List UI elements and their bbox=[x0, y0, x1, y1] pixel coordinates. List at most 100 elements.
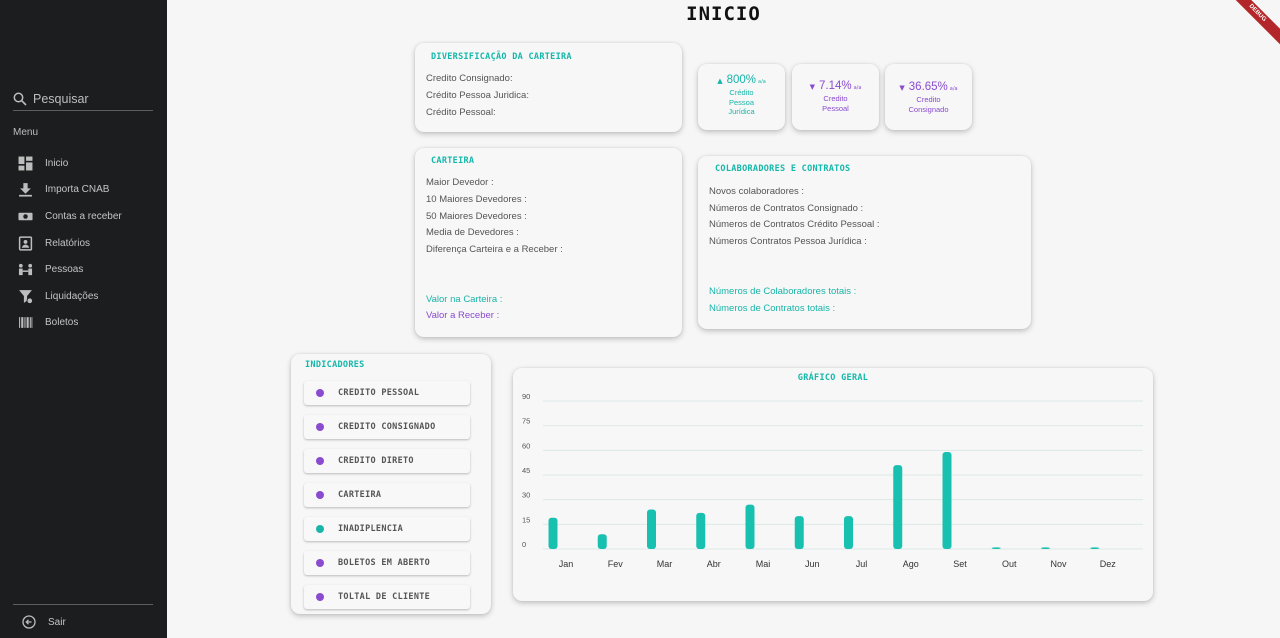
sidebar-item-label: Importa CNAB bbox=[45, 184, 110, 196]
bar-mar[interactable] bbox=[647, 509, 656, 549]
download-icon bbox=[19, 183, 32, 197]
indicator-credito-consignado[interactable]: CREDITO CONSIGNADO bbox=[304, 415, 470, 439]
bar-nov[interactable] bbox=[1041, 547, 1050, 549]
sidebar-item-label: Contas a receber bbox=[45, 210, 122, 222]
stat: ▼ 36.65% a/a Credito Consignado bbox=[885, 81, 972, 114]
carteira-line: 10 Maiores Devedores : bbox=[426, 194, 527, 205]
stat-value: 7.14% bbox=[818, 80, 852, 92]
diversificacao-card: DIVERSIFICAÇÃO DA CARTEIRA Credito Consi… bbox=[415, 43, 682, 132]
carteira-line: 50 Maiores Devedores : bbox=[426, 211, 527, 222]
indicator-dot-icon bbox=[316, 525, 324, 533]
x-tick-label: Mar bbox=[657, 559, 673, 569]
stat-label-line: Pessoa bbox=[728, 97, 755, 107]
stat-unit: a/a bbox=[949, 86, 958, 92]
x-tick-label: Out bbox=[1002, 559, 1017, 569]
sidebar-item-label: Relatórios bbox=[45, 237, 91, 249]
bar-dez[interactable] bbox=[1090, 547, 1100, 549]
stat-label-line: Crédito bbox=[729, 88, 754, 97]
report-icon bbox=[18, 235, 33, 251]
y-tick-label: 60 bbox=[522, 441, 530, 450]
x-tick-label: Mai bbox=[756, 559, 771, 569]
card-title: DIVERSIFICAÇÃO DA CARTEIRA bbox=[431, 52, 572, 62]
diversificacao-line: Crédito Pessoal: bbox=[426, 107, 496, 118]
carteira-line: Maior Devedor : bbox=[426, 177, 494, 188]
logout-button[interactable]: Sair bbox=[22, 615, 66, 629]
sidebar-item-inicio[interactable]: Inicio bbox=[18, 150, 122, 177]
indicator-label: INADIPLENCIA bbox=[338, 524, 404, 534]
indicator-label: CARTEIRA bbox=[338, 490, 382, 500]
stat-label-line: Credito bbox=[823, 94, 848, 103]
indicator-label: TOLTAL DE CLIENTE bbox=[338, 592, 431, 602]
sidebar-item-importa-cnab[interactable]: Importa CNAB bbox=[18, 177, 122, 204]
stat-card-credito-consignado: ▼ 36.65% a/a Credito Consignado bbox=[885, 64, 972, 130]
stat: ▲ 800% a/a Crédito Pessoa Jurídica bbox=[698, 74, 785, 117]
bar-jul[interactable] bbox=[844, 516, 853, 549]
bar-out[interactable] bbox=[991, 547, 1001, 549]
colaboradores-line: Números de Contratos Crédito Pessoal : bbox=[709, 219, 880, 230]
y-tick-label: 0 bbox=[522, 540, 526, 549]
carteira-line: Media de Devedores : bbox=[426, 227, 519, 238]
search-input[interactable] bbox=[33, 92, 143, 106]
stat-label-line: Credito bbox=[916, 95, 941, 104]
stat: ▼ 7.14% a/a Credito Pessoal bbox=[792, 80, 879, 113]
valor-receber: Valor a Receber : bbox=[426, 310, 500, 321]
x-tick-label: Jun bbox=[805, 559, 820, 569]
indicator-carteira[interactable]: CARTEIRA bbox=[304, 483, 470, 507]
indicator-dot-icon bbox=[316, 593, 324, 601]
stat-card-credito-pessoal: ▼ 7.14% a/a Credito Pessoal bbox=[792, 64, 879, 130]
stat-label: Credito Consignado bbox=[885, 95, 972, 114]
sidebar-item-label: Boletos bbox=[45, 317, 79, 329]
search-bar[interactable] bbox=[13, 88, 153, 111]
grafico-geral-card: GRÁFICO GERAL 0 15 30 45 60 75 90 Jan Fev Mar Abr M… bbox=[513, 368, 1153, 601]
indicator-credito-direto[interactable]: CREDITO DIRETO bbox=[304, 449, 470, 473]
indicator-dot-icon bbox=[316, 389, 324, 397]
total-contratos: Números de Contratos totais : bbox=[709, 303, 836, 314]
sidebar-item-pessoas[interactable]: Pessoas bbox=[18, 256, 122, 283]
carteira-line: Diferença Carteira e a Receber : bbox=[426, 244, 563, 255]
x-tick-label: Jul bbox=[856, 559, 868, 569]
colaboradores-line: Números de Contratos Consignado : bbox=[709, 203, 864, 214]
sidebar-item-contas-a-receber[interactable]: Contas a receber bbox=[18, 203, 122, 230]
bar-set[interactable] bbox=[942, 451, 952, 549]
card-title: INDICADORES bbox=[305, 360, 365, 370]
card-title: CARTEIRA bbox=[431, 156, 475, 166]
indicator-credito-pessoal[interactable]: CREDITO PESSOAL bbox=[304, 381, 470, 405]
bar-abr[interactable] bbox=[696, 512, 706, 549]
x-tick-label: Abr bbox=[707, 559, 721, 569]
indicator-inadiplencia[interactable]: INADIPLENCIA bbox=[304, 517, 470, 541]
stat-value: 800% bbox=[726, 74, 756, 86]
sidebar-item-relatorios[interactable]: Relatórios bbox=[18, 230, 122, 257]
bar-jun[interactable] bbox=[794, 516, 804, 549]
sidebar-item-label: Pessoas bbox=[45, 264, 84, 276]
stat-label: Crédito Pessoa Jurídica bbox=[698, 88, 785, 117]
indicator-dot-icon bbox=[316, 423, 324, 431]
x-tick-label: Ago bbox=[903, 559, 919, 569]
indicator-dot-icon bbox=[316, 457, 324, 465]
sidebar-item-boletos[interactable]: Boletos bbox=[18, 310, 122, 337]
x-tick-label: Dez bbox=[1100, 559, 1117, 569]
logout-label: Sair bbox=[48, 616, 66, 628]
x-tick-label: Jan bbox=[559, 559, 574, 569]
indicator-total-de-cliente[interactable]: TOLTAL DE CLIENTE bbox=[304, 585, 470, 609]
bar-chart: 0 15 30 45 60 75 90 Jan Fev Mar Abr Mai Jun Jul Ago Set… bbox=[522, 392, 1143, 569]
liquidation-icon bbox=[19, 289, 33, 304]
bar-jan[interactable] bbox=[548, 517, 558, 549]
money-icon bbox=[18, 212, 33, 221]
sidebar-item-label: Inicio bbox=[45, 157, 69, 169]
diversificacao-line: Crédito Pessoa Juridica: bbox=[426, 90, 529, 101]
stat-label-line: Pessoal bbox=[822, 103, 849, 113]
bar-mai[interactable] bbox=[745, 504, 755, 549]
stat-label-line: Consignado bbox=[908, 104, 949, 114]
stat-unit: a/a bbox=[758, 79, 766, 85]
y-tick-label: 45 bbox=[522, 466, 530, 475]
indicadores-card: INDICADORES CREDITO PESSOAL CREDITO CONS… bbox=[291, 354, 491, 614]
search-icon bbox=[13, 92, 27, 106]
bar-fev[interactable] bbox=[597, 534, 607, 549]
arrow-down-icon: ▼ bbox=[899, 84, 905, 92]
sidebar-divider bbox=[13, 604, 153, 605]
sidebar-item-liquidacoes[interactable]: Liquidações bbox=[18, 283, 122, 310]
bar-ago[interactable] bbox=[893, 465, 903, 549]
carteira-card: CARTEIRA Maior Devedor : 10 Maiores Deve… bbox=[415, 148, 682, 337]
menu-title: Menu bbox=[13, 127, 39, 138]
indicator-boletos-em-aberto[interactable]: BOLETOS EM ABERTO bbox=[304, 551, 470, 575]
